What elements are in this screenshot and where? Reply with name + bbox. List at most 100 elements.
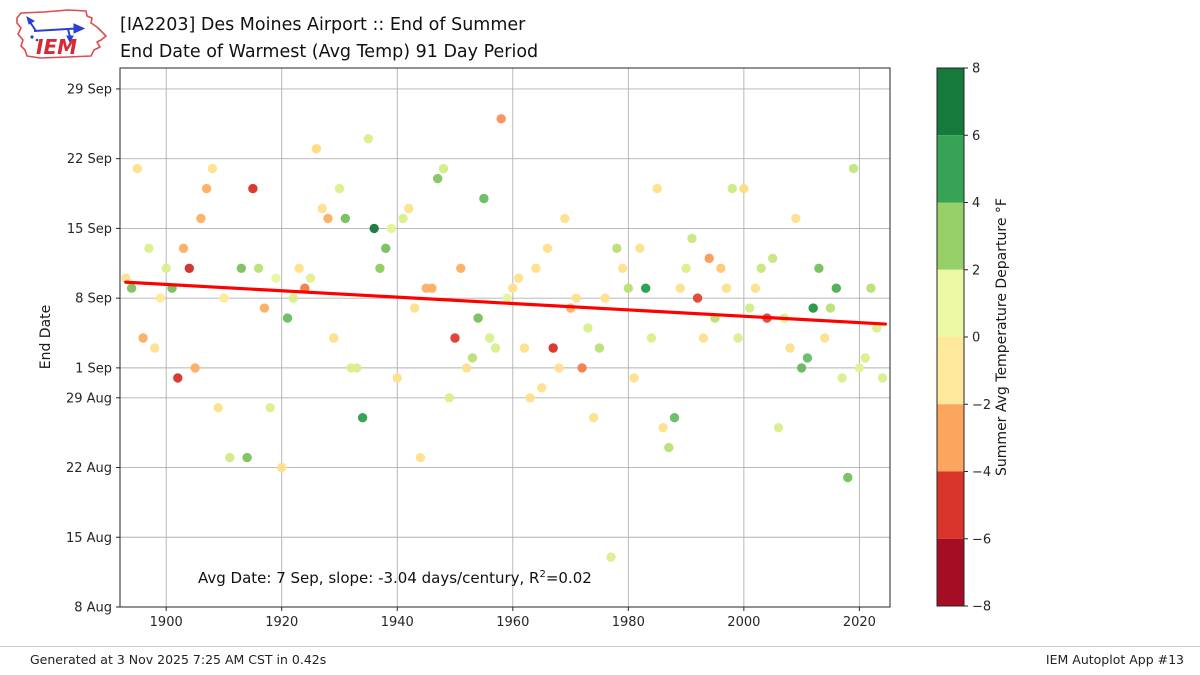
scatter-point (860, 353, 870, 363)
scatter-point (485, 333, 495, 343)
footer-generated-at: Generated at 3 Nov 2025 7:25 AM CST in 0… (30, 652, 327, 667)
scatter-point (877, 373, 888, 383)
colorbar-tick-label: −4 (972, 465, 991, 480)
y-tick-label: 15 Aug (66, 531, 112, 546)
y-tick-label: 29 Aug (66, 391, 112, 406)
scatter-point (375, 263, 385, 273)
colorbar-tick-label: 8 (972, 62, 980, 77)
scatter-point (796, 363, 807, 373)
scatter-point (317, 203, 327, 214)
x-tick-label: 1980 (612, 615, 645, 630)
scatter-point (825, 303, 836, 313)
colorbar-band (937, 337, 964, 405)
scatter-point (138, 333, 148, 343)
scatter-point (600, 293, 610, 303)
scatter-point (225, 452, 235, 463)
scatter-point (467, 353, 478, 363)
scatter-point (652, 183, 662, 194)
scatter-point (617, 263, 628, 273)
x-tick-label: 2020 (843, 615, 876, 630)
scatter-point (739, 183, 749, 194)
scatter-point (201, 183, 212, 194)
scatter-point (265, 403, 275, 413)
scatter-point (589, 413, 599, 423)
colorbar-tick-label: 4 (972, 196, 980, 211)
scatter-point (473, 313, 483, 323)
y-tick-label: 22 Sep (67, 152, 112, 167)
scatter-point (277, 462, 287, 473)
scatter-point (294, 263, 304, 273)
scatter-point (692, 293, 703, 303)
scatter-point (288, 293, 298, 303)
regression-line (124, 280, 887, 326)
scatter-point (392, 373, 402, 383)
scatter-point (583, 323, 593, 333)
scatter-point (623, 283, 633, 293)
footer-app-name: IEM Autoplot App #13 (1045, 652, 1184, 667)
scatter-point (398, 213, 408, 224)
scatter-point (727, 183, 737, 194)
scatter-point (178, 243, 189, 253)
iowa-outline-icon (16, 9, 107, 59)
scatter-point (155, 293, 166, 303)
scatter-point (658, 423, 668, 433)
scatter-point (386, 223, 397, 234)
scatter-point (537, 383, 547, 393)
scatter-point (282, 313, 293, 323)
scatter-point (664, 442, 674, 453)
scatter-point (213, 403, 223, 413)
scatter-point (236, 263, 246, 273)
colorbar-band (937, 404, 964, 472)
scatter-point (513, 273, 524, 283)
scatter-point (669, 413, 680, 423)
colorbar-tick-label: −8 (972, 600, 991, 615)
y-tick-label: 8 Aug (74, 601, 112, 616)
x-tick-label: 1900 (150, 615, 183, 630)
scatter-point (161, 263, 171, 273)
scatter-point (450, 333, 460, 343)
scatter-point (248, 183, 258, 194)
scatter-point (612, 243, 622, 253)
y-tick-label: 22 Aug (66, 461, 112, 476)
annotation-superscript: 2 (539, 569, 546, 580)
colorbar-band (937, 135, 964, 203)
scatter-point (132, 163, 142, 174)
scatter-point (820, 333, 830, 343)
scatter-point (773, 423, 784, 433)
scatter-point (311, 144, 322, 154)
scatter-point (184, 263, 194, 273)
y-axis-label: End Date (38, 304, 54, 370)
scatter-point (357, 413, 368, 423)
annotation-text-after: =0.02 (545, 569, 592, 587)
scatter-point (271, 273, 281, 283)
scatter-point (150, 343, 160, 353)
scatter-point (704, 253, 714, 263)
footer-divider (0, 646, 1200, 647)
regression-annotation: Avg Date: 7 Sep, slope: -3.04 days/centu… (198, 569, 592, 587)
scatter-point (866, 283, 876, 293)
scatter-point (698, 333, 709, 343)
scatter-point (560, 213, 570, 224)
scatter-point (196, 213, 206, 224)
scatter-point (490, 343, 501, 353)
scatter-point (190, 363, 200, 373)
y-axis: 29 Sep 22 Sep 15 Sep 8 Sep 1 Sep 29 Aug 22 Aug… (66, 82, 120, 616)
scatter-point (635, 243, 645, 253)
scatter-points (121, 114, 888, 562)
colorbar-label: Summer Avg Temperature Departure °F (994, 198, 1010, 476)
scatter-point (791, 213, 801, 224)
scatter-point (259, 303, 270, 313)
scatter-point (363, 134, 374, 144)
scatter-point (641, 283, 651, 293)
scatter-point (242, 452, 252, 463)
scatter-point (121, 273, 131, 283)
colorbar-tick-label: 6 (972, 129, 980, 144)
y-tick-label: 8 Sep (75, 292, 112, 307)
scatter-point (352, 363, 362, 373)
trend-line (124, 280, 887, 326)
colorbar: 8 6 4 2 0 −2 −4 −6 −8 (936, 62, 991, 615)
scatter-point (329, 333, 339, 343)
scatter-point (646, 333, 657, 343)
scatter-point (802, 353, 813, 363)
